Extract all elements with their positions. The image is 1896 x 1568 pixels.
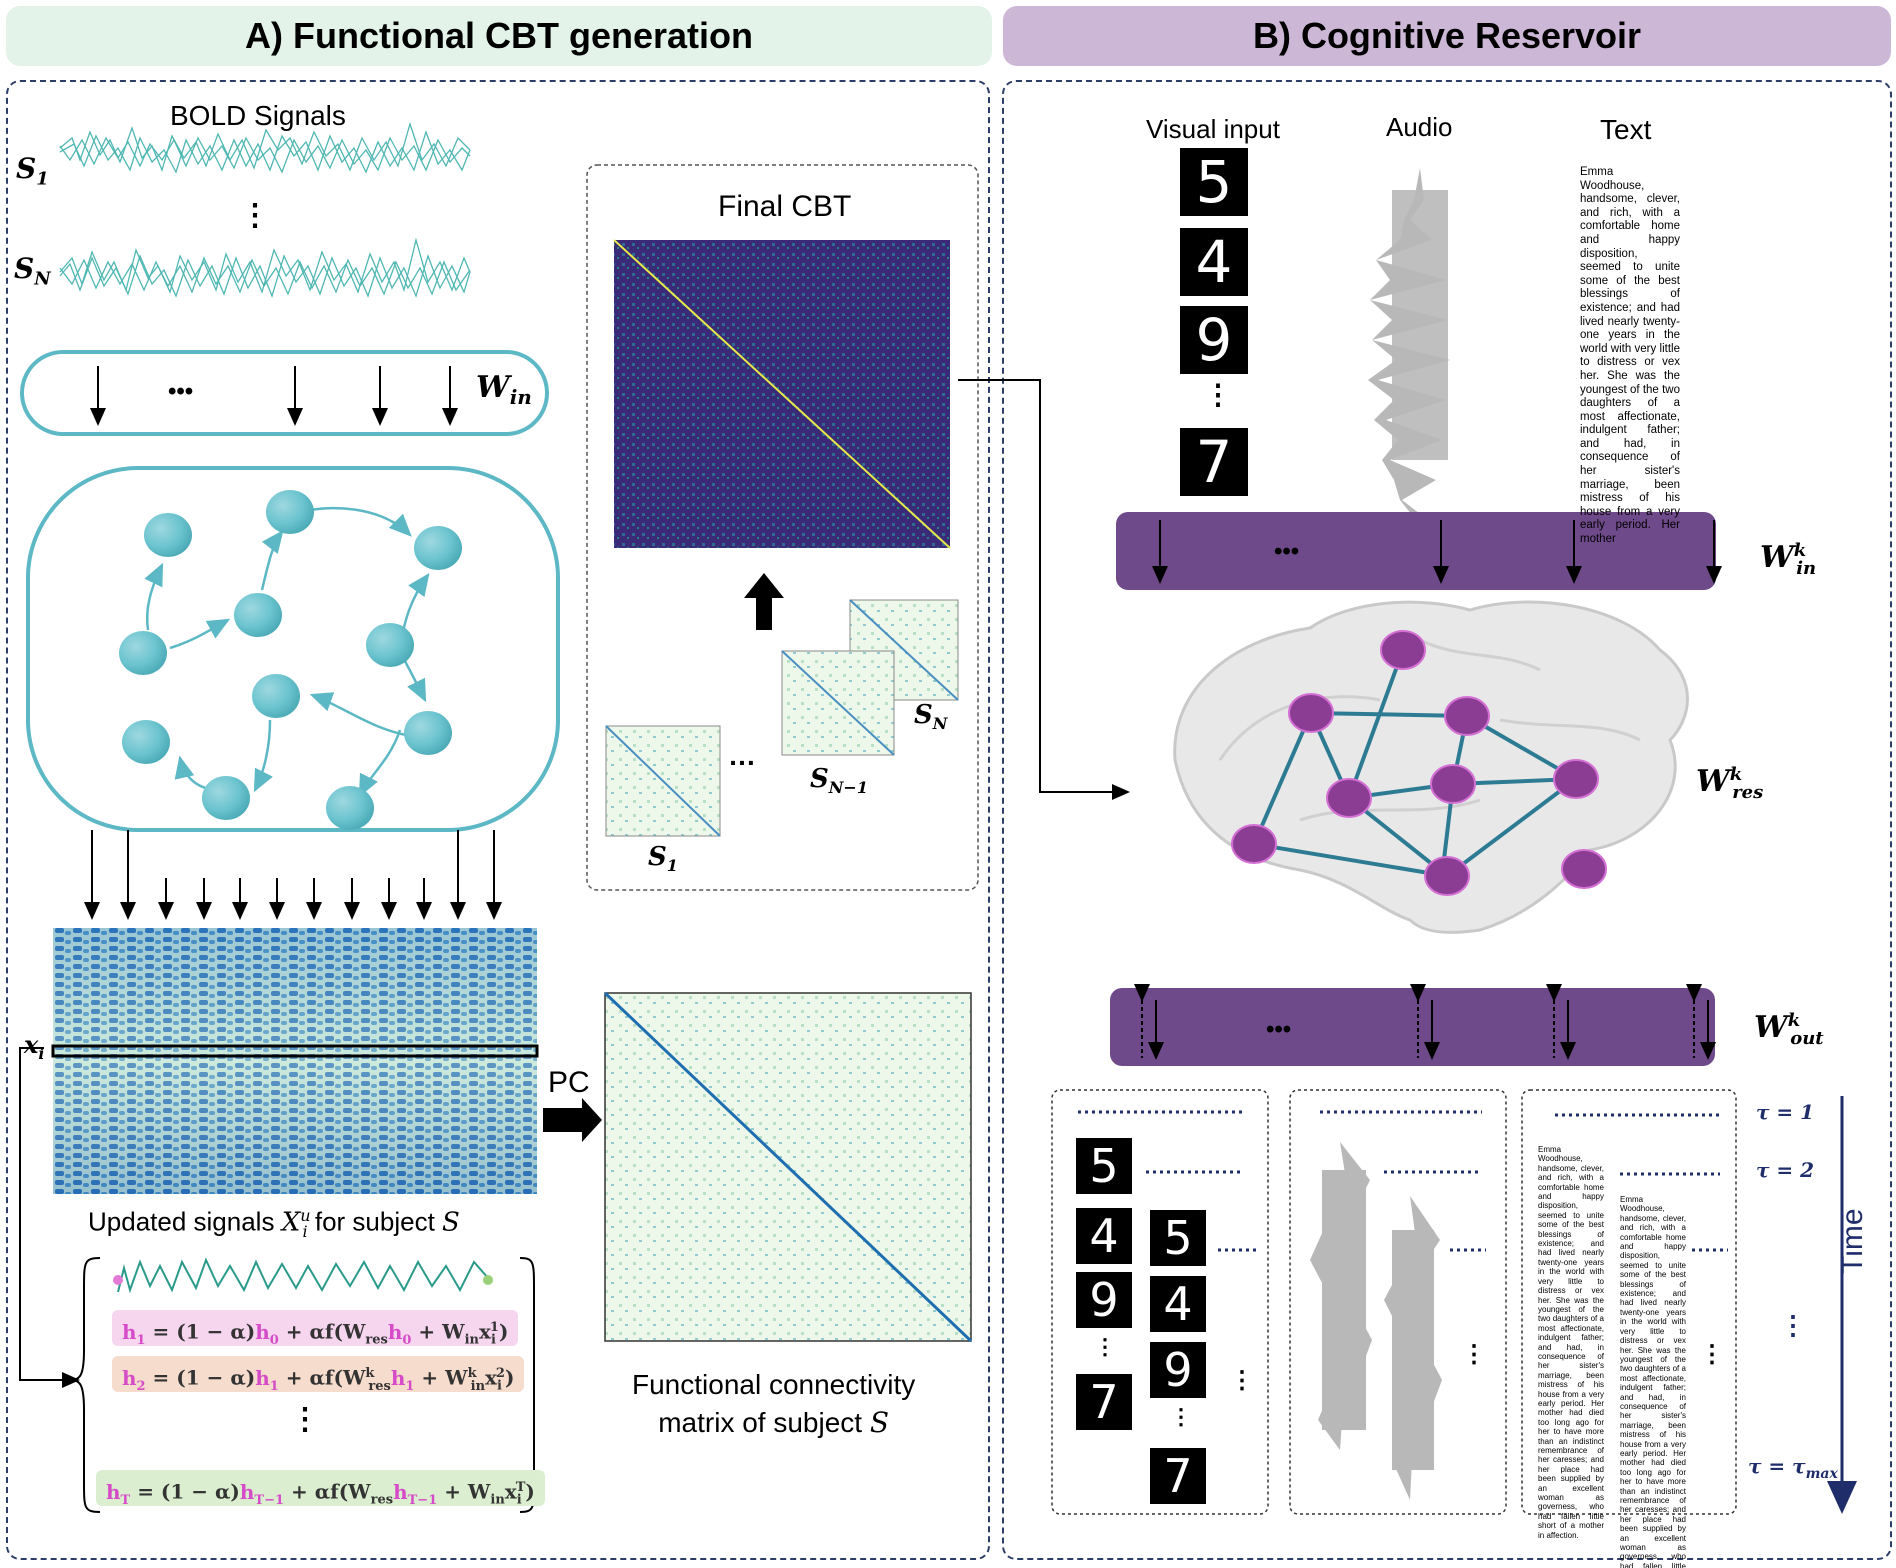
- digit-image-4: 4: [1180, 228, 1248, 296]
- updated-signals-caption: Updated signals Xui for subject S: [88, 1206, 460, 1241]
- header-functional-cbt-generation: A) Functional CBT generation: [6, 6, 992, 66]
- label-w-out-k: Wkout: [1754, 1010, 1824, 1049]
- fc-matrix-caption: Functional connectivity matrix of subjec…: [632, 1369, 916, 1439]
- output-digit-5b: 5: [1150, 1210, 1206, 1266]
- output-digit-9a: 9: [1076, 1272, 1132, 1328]
- tau-2-label: τ = 2: [1756, 1158, 1815, 1182]
- input-ellipsis: •••: [168, 378, 194, 405]
- output-vdots-audio: ⋮: [1462, 1341, 1486, 1368]
- output-vdots-a: ⋮: [1094, 1334, 1116, 1359]
- output-text-passage-2: Emma Woodhouse, handsome, clever, and ri…: [1620, 1195, 1686, 1568]
- text-passage: Emma Woodhouse, handsome, clever, and ri…: [1580, 166, 1680, 546]
- output-vdots-text: ⋮: [1700, 1341, 1724, 1368]
- equations-vdots: ⋮: [290, 1403, 320, 1436]
- label-stack-s1: S1: [648, 842, 678, 876]
- panel-b: [1002, 80, 1892, 1560]
- label-stack-sn-1: SN−1: [810, 764, 868, 798]
- tau-max-label: τ = τmax: [1748, 1454, 1838, 1482]
- output-vdots-b: ⋮: [1170, 1404, 1192, 1429]
- output-digit-4b: 4: [1150, 1276, 1206, 1332]
- label-w-in-k: Wkin: [1760, 540, 1817, 579]
- audio-waveform: [1368, 168, 1450, 540]
- audio-label: Audio: [1386, 112, 1453, 142]
- time-axis-label: Time: [1836, 1208, 1869, 1274]
- subject-matrices: [605, 599, 959, 837]
- final-cbt-box: [586, 164, 979, 891]
- output-text-passage-1: Emma Woodhouse, handsome, clever, and ri…: [1538, 1145, 1604, 1540]
- digit-image-5: 5: [1180, 148, 1248, 216]
- w-out-ellipsis: •••: [1266, 1016, 1292, 1043]
- equation-hT: hT = (1 − α)hT−1 + αf(WreshT−1 + WinxiT): [96, 1470, 545, 1508]
- equation-h2: h2 = (1 − α)h1 + αf(Wkresh1 + Wkinxi2): [112, 1356, 525, 1394]
- label-xi: xi: [24, 1030, 45, 1063]
- bold-signal-sn: [59, 237, 471, 298]
- output-digit-7a: 7: [1076, 1374, 1132, 1430]
- input-layer-box: [20, 350, 549, 436]
- label-s1: S1: [16, 152, 49, 190]
- text-label: Text: [1600, 114, 1652, 145]
- equation-h1: h1 = (1 − α)h0 + αf(Wresh0 + Winxi1): [112, 1310, 519, 1348]
- bold-signal-s1: [59, 121, 471, 174]
- reservoir-nodes: [119, 490, 462, 830]
- panel-a: [6, 80, 990, 1560]
- output-digit-7b: 7: [1150, 1448, 1206, 1504]
- bold-signals-title: BOLD Signals: [170, 100, 346, 131]
- signals-vdots: ⋮: [240, 199, 270, 232]
- brain-network-nodes: [1231, 630, 1607, 896]
- output-digit-4a: 4: [1076, 1208, 1132, 1264]
- visual-input-label: Visual input: [1146, 114, 1280, 144]
- output-vdots-c: ⋮: [1230, 1367, 1254, 1394]
- tau-1-label: τ = 1: [1756, 1100, 1815, 1124]
- output-box-audio: [1289, 1089, 1507, 1515]
- label-stack-sn: SN: [914, 700, 948, 734]
- w-out-k-bar: [1110, 988, 1715, 1066]
- xi-row-highlight: [51, 1044, 539, 1058]
- label-w-in: Win: [476, 370, 532, 409]
- output-digit-9b: 9: [1150, 1342, 1206, 1398]
- stack-ellipsis: …: [728, 740, 756, 771]
- pc-label: PC: [548, 1066, 590, 1099]
- output-box-visual: [1051, 1089, 1269, 1515]
- digits-vdots: ⋮: [1204, 379, 1232, 410]
- label-w-res-k: Wkres: [1696, 764, 1764, 803]
- header-cognitive-reservoir: B) Cognitive Reservoir: [1003, 6, 1891, 66]
- label-sn: SN: [14, 252, 51, 290]
- output-box-text: [1521, 1089, 1737, 1515]
- tau-vdots: ⋮: [1780, 1310, 1806, 1340]
- output-digit-5a: 5: [1076, 1138, 1132, 1194]
- final-cbt-title: Final CBT: [718, 190, 852, 223]
- w-in-ellipsis: •••: [1274, 538, 1300, 565]
- digit-image-9: 9: [1180, 306, 1248, 374]
- digit-image-7: 7: [1180, 428, 1248, 496]
